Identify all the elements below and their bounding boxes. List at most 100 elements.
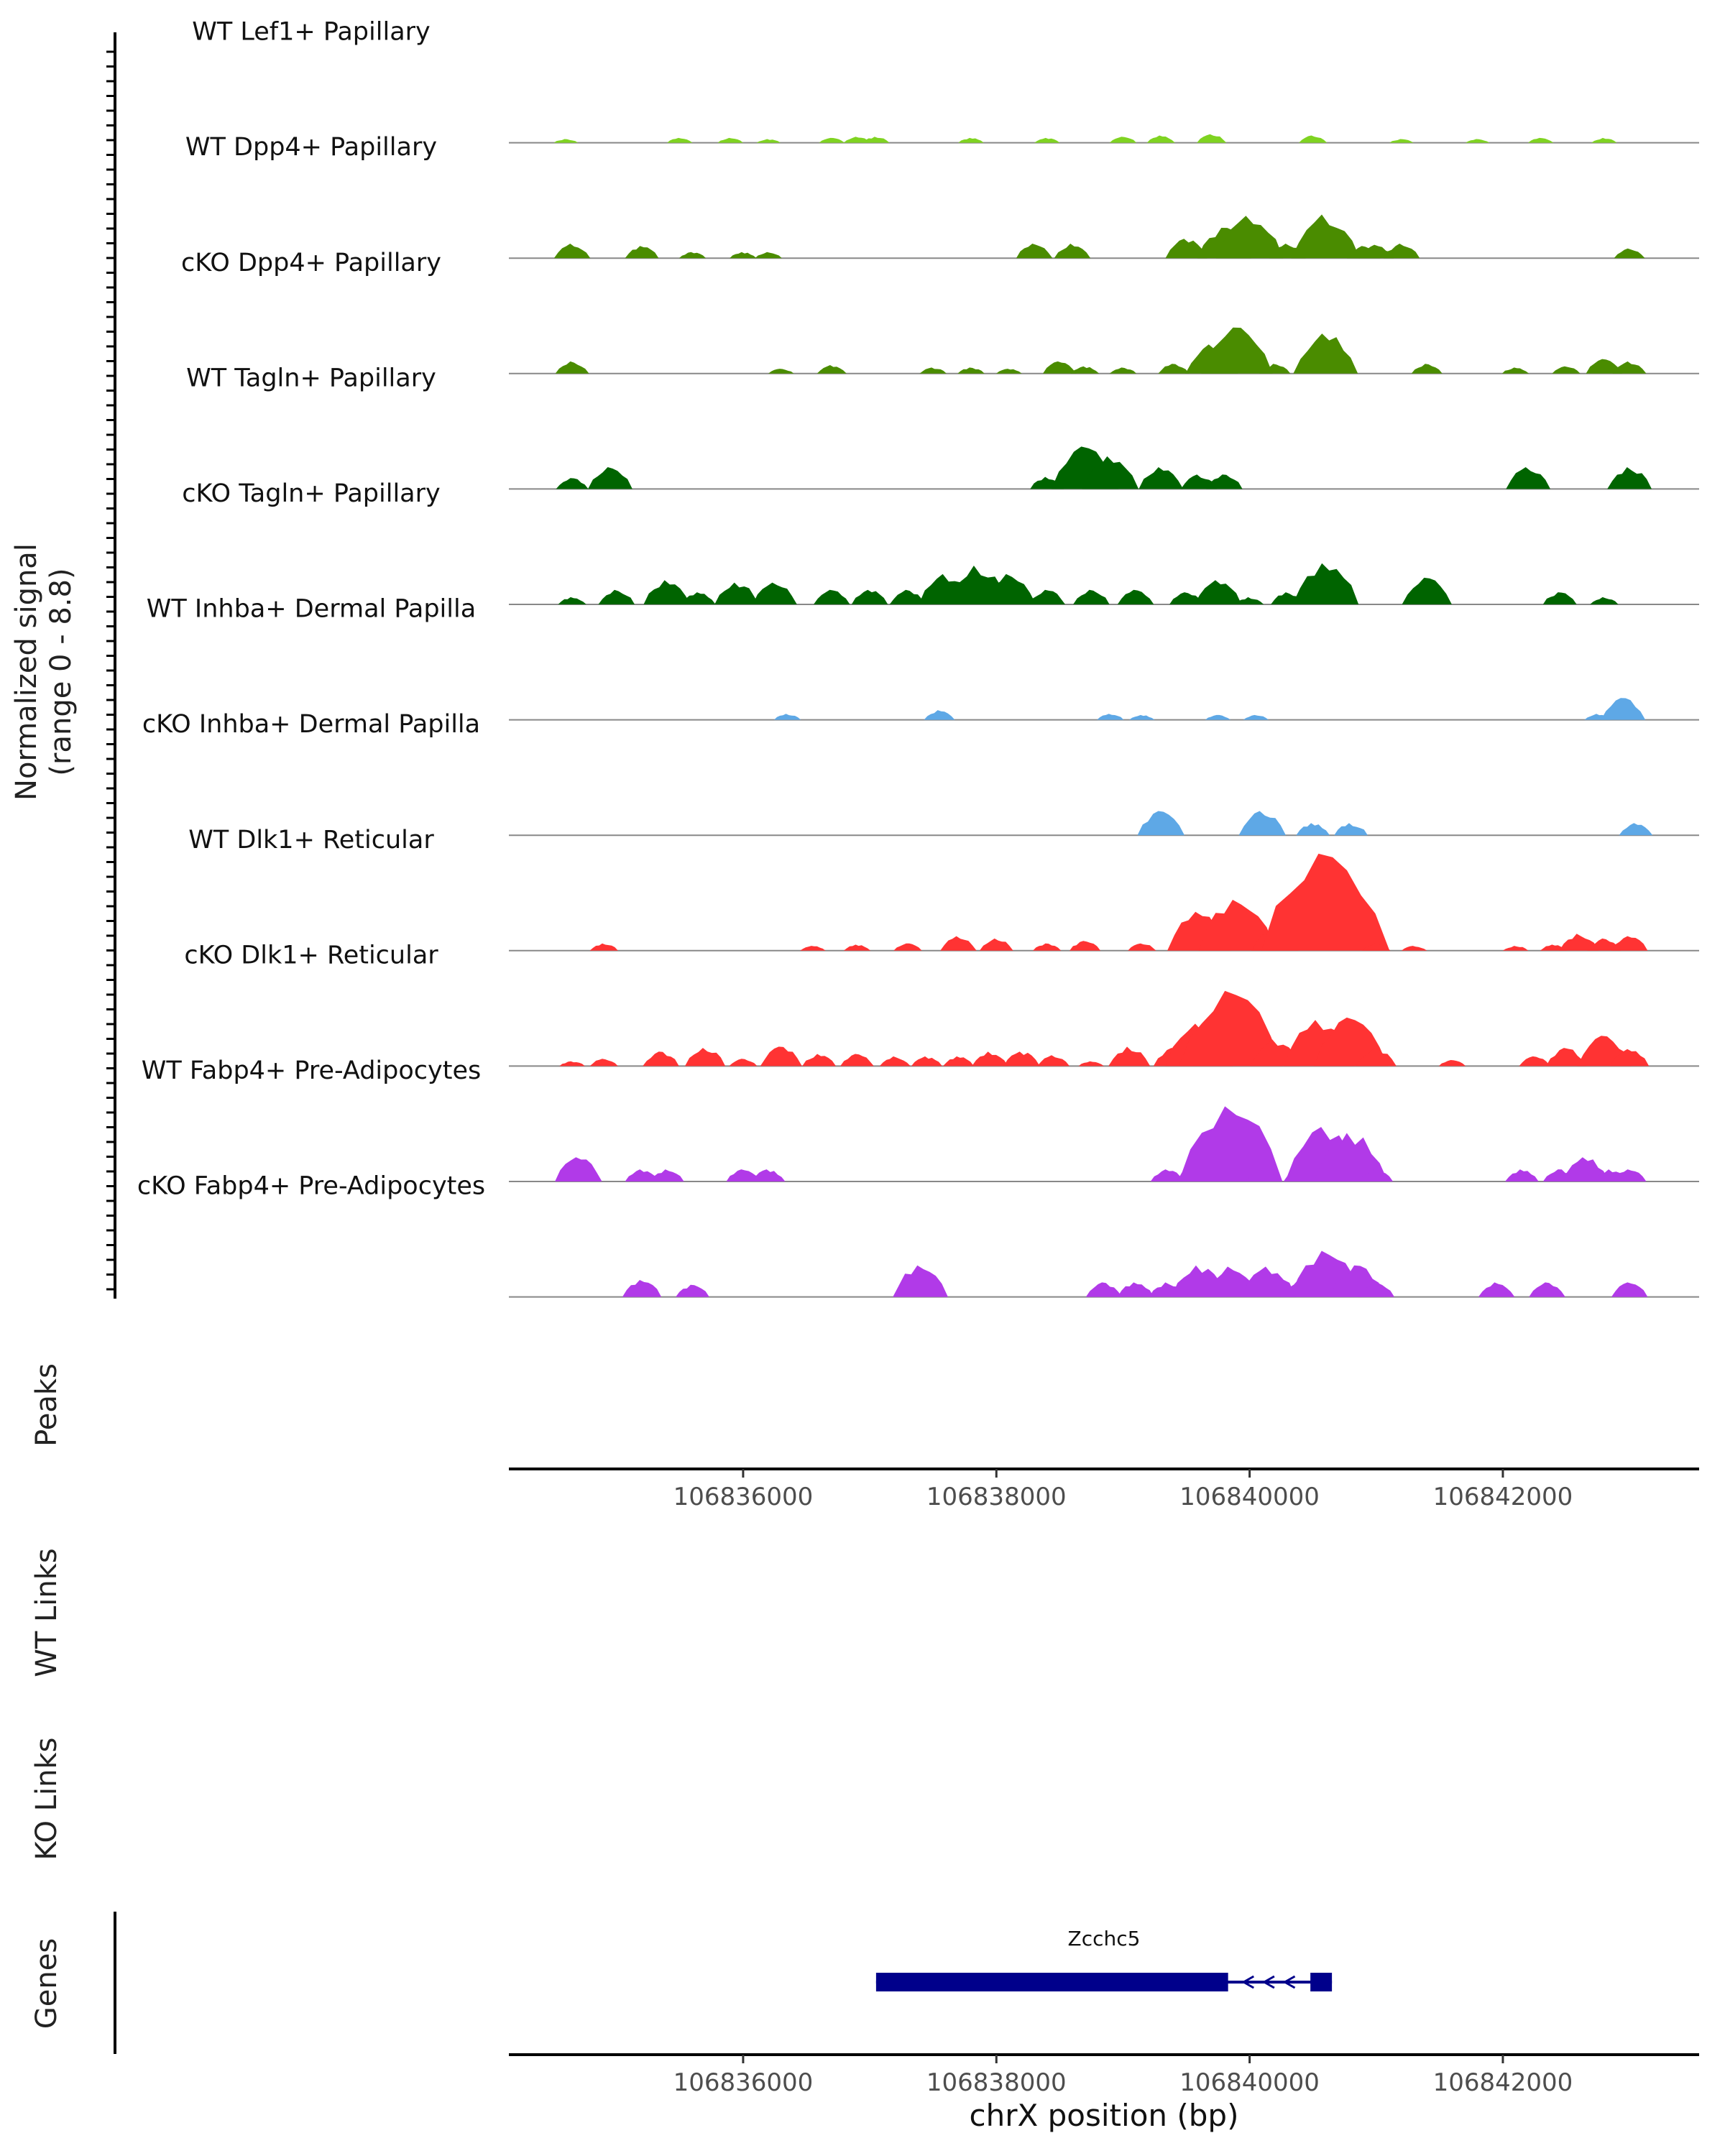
coverage-peak — [924, 710, 955, 720]
coverage-peak — [1299, 135, 1328, 143]
coverage-peak — [843, 944, 871, 951]
coverage-peak — [840, 1054, 874, 1067]
coverage-peak — [730, 252, 757, 259]
ko-links-panel-label: KO Links — [30, 1738, 63, 1861]
coverage-peak — [816, 365, 847, 374]
coverage-peak — [1129, 714, 1155, 720]
coverage-peak — [622, 1280, 662, 1297]
coverage-peak — [1358, 244, 1394, 259]
coverage-peak — [1519, 1056, 1550, 1067]
coverage-peak — [558, 596, 586, 604]
coverage-peak — [1401, 946, 1427, 951]
x-tick-label: 106842000 — [1433, 2068, 1573, 2097]
coverage-peak — [1206, 474, 1243, 489]
coverage-ylabel-line2: (range 0 - 8.8) — [45, 568, 78, 775]
coverage-peak — [979, 938, 1013, 951]
coverage-peak — [919, 367, 947, 374]
genes-panel-label: Genes — [30, 1938, 63, 2029]
coverage-peak — [862, 137, 890, 143]
coverage-peak — [1601, 698, 1646, 720]
coverage-peak — [1542, 592, 1577, 604]
gene-exon — [1310, 1973, 1333, 1991]
coverage-peak — [1078, 1061, 1105, 1067]
coverage-peak — [1465, 139, 1490, 143]
coverage-peak — [555, 361, 589, 374]
track-label: cKO Fabp4+ Pre-Adipocytes — [137, 1172, 485, 1201]
coverage-peak — [650, 1169, 684, 1181]
coverage-peak — [1478, 1282, 1515, 1297]
coverage-peak — [676, 1284, 709, 1297]
gene-exon — [875, 1973, 1228, 1991]
coverage-peak — [1546, 1048, 1587, 1067]
coverage-peak — [1356, 1048, 1397, 1067]
gene-strand-arrow — [1241, 1975, 1255, 1989]
coverage-peak — [589, 1059, 618, 1067]
coverage-peak — [1203, 1266, 1258, 1297]
coverage-peak — [1540, 944, 1568, 951]
coverage-peak — [1359, 1169, 1394, 1181]
coverage-peak — [555, 1157, 602, 1181]
track: cKO Dlk1+ Reticular — [184, 941, 1699, 1067]
coverage-peak — [1610, 1049, 1650, 1067]
coverage-peak — [972, 1051, 1008, 1067]
coverage-peak — [1529, 1282, 1565, 1297]
coverage-peak — [681, 592, 716, 604]
coverage-peak — [1528, 137, 1554, 143]
coverage-peak — [1109, 137, 1137, 143]
gene-strand-arrow — [1261, 1975, 1275, 1989]
track-label: WT Fabp4+ Pre-Adipocytes — [142, 1056, 481, 1085]
coverage-peak — [1109, 367, 1137, 374]
coverage-peak — [1070, 366, 1100, 374]
coverage-peak — [1619, 823, 1653, 836]
coverage-peak — [893, 1265, 948, 1297]
track-label: cKO Tagln+ Papillary — [182, 479, 441, 508]
coverage-peak — [1158, 364, 1190, 374]
coverage-peak — [755, 252, 782, 259]
x-tick-label: 106840000 — [1179, 2068, 1320, 2097]
coverage-peak — [1245, 1169, 1279, 1181]
coverage-peak — [958, 137, 984, 143]
x-tick-label: 106838000 — [926, 1483, 1067, 1511]
coverage-peak — [756, 139, 781, 143]
coverage-peak — [751, 1169, 786, 1181]
coverage-peak — [760, 1046, 802, 1067]
coverage-peak — [1137, 811, 1184, 836]
x-tick-label: 106838000 — [926, 2068, 1067, 2097]
coverage-peak — [1501, 367, 1530, 374]
coverage-peak — [553, 244, 591, 259]
track-label: WT Lef1+ Papillary — [192, 18, 431, 47]
coverage-ylabel-line1: Normalized signal — [10, 543, 43, 801]
coverage-peak — [1296, 823, 1330, 836]
coverage-peak — [1097, 714, 1124, 720]
coverage-peak — [1402, 577, 1452, 604]
track: cKO Fabp4+ Pre-Adipocytes — [137, 1172, 1699, 1298]
coverage-peak — [1194, 580, 1242, 604]
coverage-peak — [1590, 596, 1619, 604]
coverage-peak — [1243, 714, 1269, 720]
coverage-peak — [729, 1059, 758, 1067]
coverage-peak — [1293, 333, 1358, 374]
coverage-peak — [1259, 364, 1291, 374]
gene-strand-arrow — [1282, 1975, 1296, 1989]
coverage-peak — [1085, 1282, 1123, 1297]
coverage-peak — [1591, 137, 1617, 143]
coverage-peak — [800, 946, 826, 951]
coverage-y-ticks — [106, 50, 115, 1291]
x-tick-label: 106840000 — [1179, 1483, 1320, 1511]
track-label: WT Inhba+ Dermal Papilla — [147, 595, 476, 624]
coverage-peak — [1611, 1282, 1648, 1297]
coverage-peak — [893, 943, 922, 951]
gene-label: Zcchc5 — [1068, 1927, 1141, 1950]
track-label: cKO Dpp4+ Papillary — [181, 249, 441, 277]
coverage-peak — [1117, 1282, 1154, 1297]
coverage-peak — [1117, 589, 1154, 604]
coverage-peak — [1179, 990, 1283, 1067]
coverage-peak — [643, 580, 691, 604]
coverage-peak — [1034, 137, 1060, 143]
coverage-tracks: WT Lef1+ Papillary WT Dpp4+ Papillary cKO … — [137, 18, 1699, 1298]
coverage-peak — [1389, 139, 1414, 143]
coverage-peak — [1197, 134, 1227, 143]
coverage-peak — [1502, 946, 1529, 951]
x-tick-label: 106842000 — [1433, 1483, 1573, 1511]
coverage-peak — [1411, 364, 1443, 374]
